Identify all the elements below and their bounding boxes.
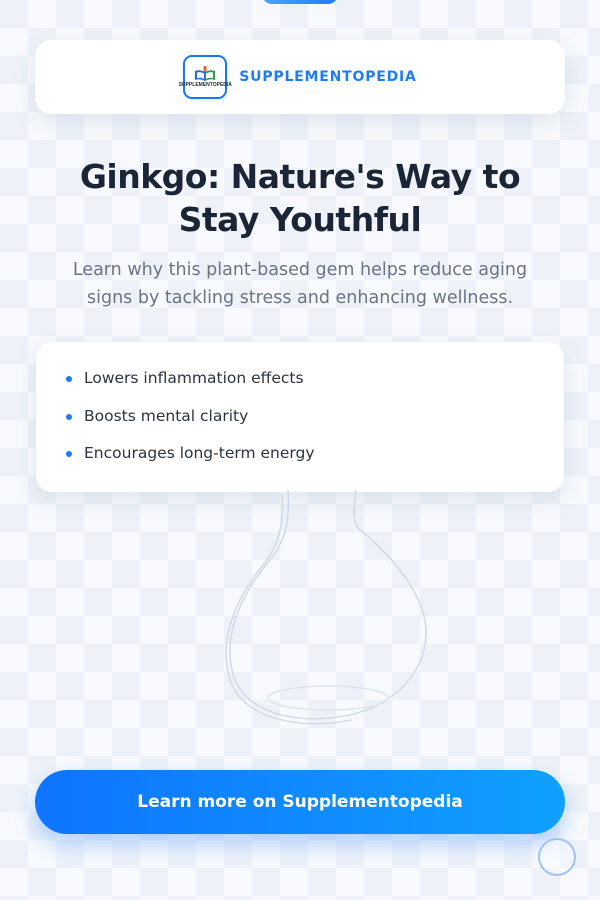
- page-title: Ginkgo: Nature's Way to Stay Youthful: [40, 155, 560, 241]
- benefits-list: Lowers inflammation effects Boosts menta…: [36, 342, 564, 479]
- benefits-card: Lowers inflammation effects Boosts menta…: [36, 342, 564, 492]
- page-subtitle: Learn why this plant-based gem helps red…: [30, 256, 570, 312]
- page-title-line-1: Ginkgo: Nature's Way to: [79, 157, 521, 196]
- dot-icon: [66, 451, 72, 457]
- benefit-text: Lowers inflammation effects: [84, 369, 304, 387]
- brand-name[interactable]: SUPPLEMENTOPEDIA: [239, 69, 417, 85]
- list-item: Lowers inflammation effects: [66, 366, 564, 404]
- logo-wordmark: SUPPLEMENTOPEDIA: [178, 82, 232, 88]
- benefit-text: Boosts mental clarity: [84, 406, 249, 425]
- circle-icon[interactable]: [538, 838, 576, 876]
- learn-more-button[interactable]: Learn more on Supplementopedia: [35, 770, 565, 834]
- page-subtitle-line-1: Learn why this plant-based gem helps red…: [72, 260, 528, 280]
- benefit-text: Encourages long-term energy: [84, 444, 315, 462]
- book-icon: [194, 66, 216, 82]
- top-accent-bar: [262, 0, 338, 4]
- dot-icon: [66, 376, 72, 382]
- list-item: Boosts mental clarity: [66, 404, 564, 442]
- dot-icon: [66, 413, 72, 420]
- brand-header: SUPPLEMENTOPEDIA SUPPLEMENTOPEDIA: [35, 40, 565, 114]
- bottle-icon: [210, 489, 440, 744]
- page-title-line-2: Stay Youthful: [178, 200, 422, 239]
- brand-logo[interactable]: SUPPLEMENTOPEDIA: [179, 55, 232, 99]
- list-item: Encourages long-term energy: [66, 441, 564, 479]
- page-subtitle-line-2: signs by tackling stress and enhancing w…: [86, 288, 514, 308]
